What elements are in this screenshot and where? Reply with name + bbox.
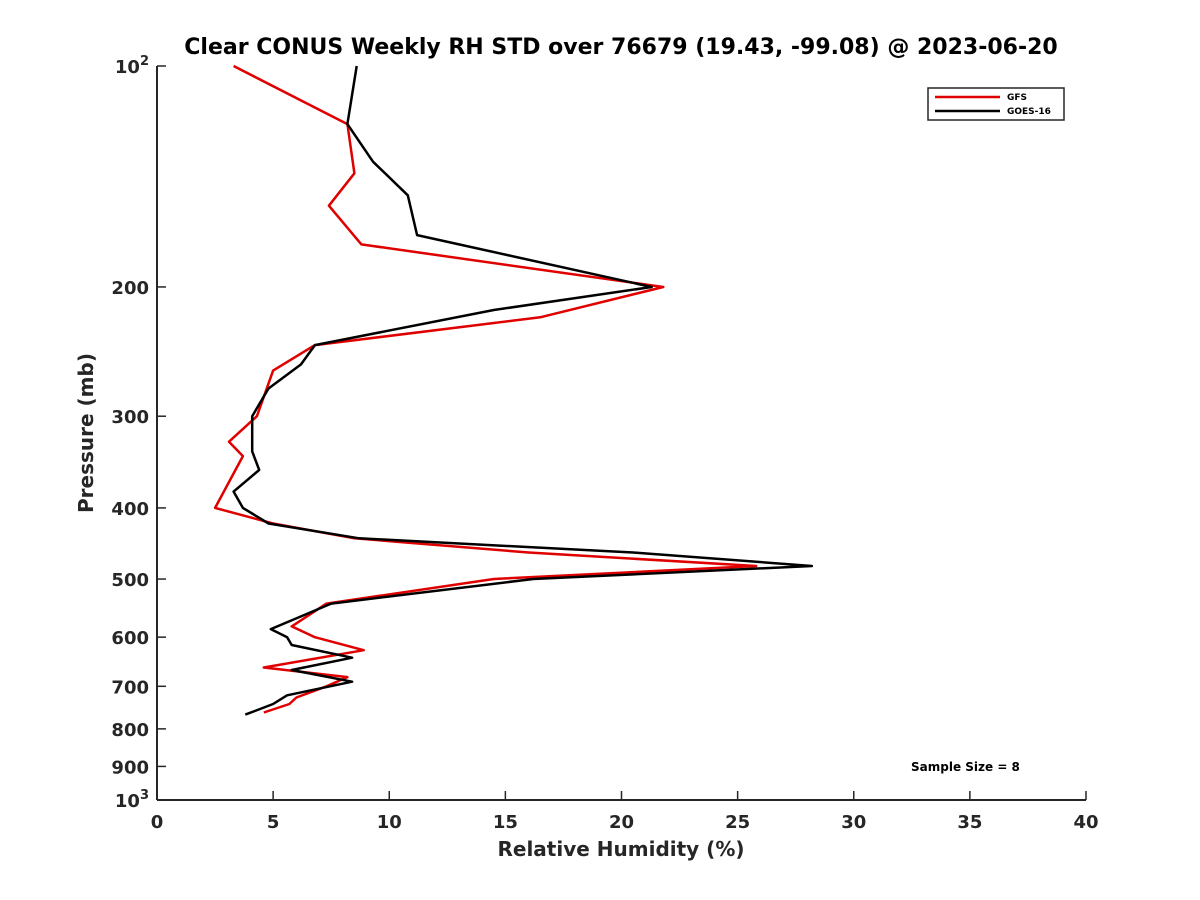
y-tick-label: 900: [111, 757, 149, 778]
y-tick-label: 200: [111, 278, 149, 299]
x-axis-label: Relative Humidity (%): [497, 837, 744, 861]
x-tick-label: 25: [725, 812, 750, 833]
x-tick-label: 30: [841, 812, 866, 833]
legend: GFS GOES-16: [927, 87, 1065, 121]
y-tick-label: 500: [111, 570, 149, 591]
x-tick-label: 20: [609, 812, 634, 833]
chart-title: Clear CONUS Weekly RH STD over 76679 (19…: [184, 35, 1057, 60]
y-tick-label: 700: [111, 677, 149, 698]
x-ticks: 0 5 10 15 20 25 30 35 40: [151, 791, 1099, 833]
x-tick-label: 10: [377, 812, 402, 833]
axes: [156, 66, 1086, 801]
x-tick-label: 40: [1073, 812, 1098, 833]
y-tick-label: 102: [115, 54, 149, 78]
y-axis-label: Pressure (mb): [74, 353, 98, 513]
sample-size-annotation: Sample Size = 8: [911, 760, 1020, 774]
x-tick-label: 35: [957, 812, 982, 833]
y-ticks: 102 200 300 400 500 600 700 800 900 103: [111, 54, 166, 812]
legend-label-goes-16: GOES-16: [1007, 107, 1051, 117]
series-line-goes-16: [232, 65, 814, 716]
y-tick-label: 800: [111, 720, 149, 741]
series-line-gfs: [213, 64, 758, 714]
series-lines: [213, 64, 814, 716]
y-tick-label: 103: [115, 788, 149, 812]
y-tick-label: 300: [111, 407, 149, 428]
x-tick-label: 5: [267, 812, 280, 833]
legend-label-gfs: GFS: [1007, 93, 1027, 103]
y-tick-label: 600: [111, 628, 149, 649]
legend-box: [927, 87, 1065, 121]
x-tick-label: 0: [151, 812, 164, 833]
y-tick-label: 400: [111, 499, 149, 520]
x-tick-label: 15: [493, 812, 518, 833]
